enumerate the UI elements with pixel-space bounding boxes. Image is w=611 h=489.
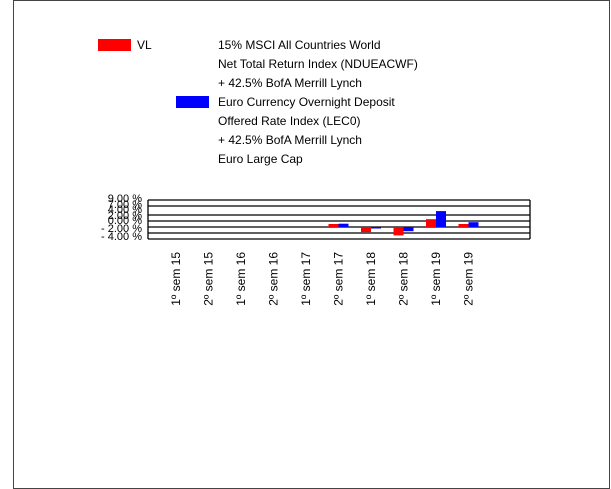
legend-swatch-benchmark — [176, 96, 209, 108]
y-tick-label: - 4.00 % — [101, 231, 142, 243]
x-tick-label: 2º sem 18 — [397, 252, 411, 306]
y-tick-label: 9.00 % — [108, 193, 142, 205]
legend-benchmark-line: + 42.5% BofA Merrill Lynch — [218, 133, 362, 147]
x-tick-label: 2º sem 19 — [462, 252, 476, 306]
legend-benchmark-line: Euro Currency Overnight Deposit — [218, 95, 395, 109]
x-tick-label: 2º sem 15 — [202, 252, 216, 306]
legend-benchmark-line: Net Total Return Index (NDUEACWF) — [218, 57, 418, 71]
bar-benchmark — [371, 227, 381, 229]
x-tick-label: 2º sem 17 — [332, 252, 346, 306]
legend-swatch-vl — [98, 39, 131, 51]
y-tick-label: 7.00 % — [108, 199, 142, 211]
y-tick-label: 2.00 % — [108, 210, 142, 222]
bar-benchmark — [403, 227, 414, 232]
x-tick-label: 2º sem 16 — [267, 252, 281, 306]
legend-label-vl: VL — [137, 38, 152, 52]
bar-vl — [426, 219, 436, 227]
x-tick-label: 1º sem 18 — [364, 252, 378, 306]
x-tick-label: 1º sem 15 — [169, 252, 183, 306]
bar-vl — [393, 227, 404, 236]
bar-vl — [361, 227, 371, 233]
bar-vl — [458, 224, 469, 227]
legend-benchmark-line: Offered Rate Index (LEC0) — [218, 114, 361, 128]
bar-benchmark — [338, 223, 349, 227]
bar-benchmark — [468, 222, 479, 227]
y-tick-label: 0.00 % — [108, 215, 142, 227]
x-tick-label: 1º sem 16 — [234, 252, 248, 306]
y-tick-label: 4.00 % — [108, 204, 142, 216]
legend-benchmark-line: Euro Large Cap — [218, 152, 303, 166]
x-tick-label: 1º sem 17 — [299, 252, 313, 306]
legend-benchmark-line: 15% MSCI All Countries World — [218, 38, 381, 52]
bar-vl — [328, 224, 339, 227]
y-tick-label: - 2.00 % — [101, 223, 142, 235]
x-tick-label: 1º sem 19 — [429, 252, 443, 306]
legend-benchmark-line: + 42.5% BofA Merrill Lynch — [218, 76, 362, 90]
bar-benchmark — [436, 211, 446, 227]
chart-frame — [13, 0, 610, 489]
